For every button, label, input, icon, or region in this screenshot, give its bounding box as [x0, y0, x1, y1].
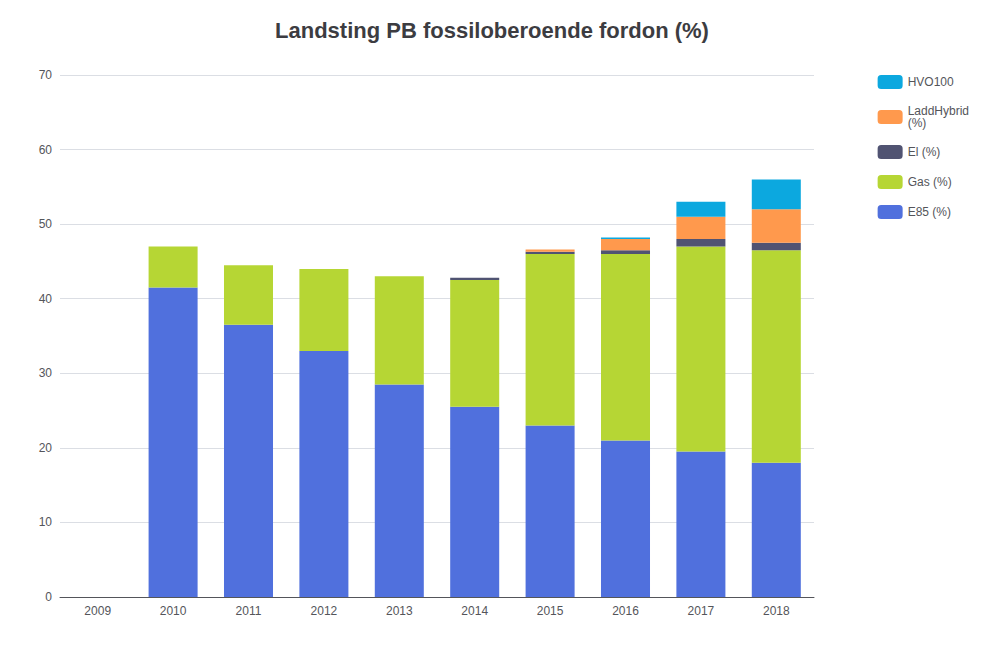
svg-text:10: 10 [39, 515, 53, 529]
svg-text:70: 70 [39, 68, 53, 82]
svg-text:2009: 2009 [84, 604, 111, 618]
svg-text:2016: 2016 [612, 604, 639, 618]
svg-text:2015: 2015 [537, 604, 564, 618]
svg-text:Gas (%): Gas (%) [908, 175, 952, 189]
svg-text:2014: 2014 [461, 604, 488, 618]
svg-text:40: 40 [39, 292, 53, 306]
svg-text:E85 (%): E85 (%) [908, 205, 951, 219]
svg-text:2010: 2010 [160, 604, 187, 618]
svg-text:0: 0 [45, 590, 52, 604]
svg-text:20: 20 [39, 441, 53, 455]
svg-text:HVO100: HVO100 [908, 75, 954, 89]
svg-text:2012: 2012 [311, 604, 338, 618]
svg-text:(%): (%) [908, 116, 927, 130]
svg-text:60: 60 [39, 143, 53, 157]
svg-text:2018: 2018 [763, 604, 790, 618]
svg-text:2013: 2013 [386, 604, 413, 618]
svg-text:Landsting PB fossiloberoende f: Landsting PB fossiloberoende fordon (%) [275, 18, 709, 43]
svg-text:2017: 2017 [688, 604, 715, 618]
svg-text:LaddHybrid: LaddHybrid [907, 104, 969, 118]
svg-text:30: 30 [39, 366, 53, 380]
svg-text:2011: 2011 [236, 604, 262, 618]
svg-text:El (%): El (%) [908, 145, 941, 159]
svg-text:50: 50 [39, 217, 53, 231]
